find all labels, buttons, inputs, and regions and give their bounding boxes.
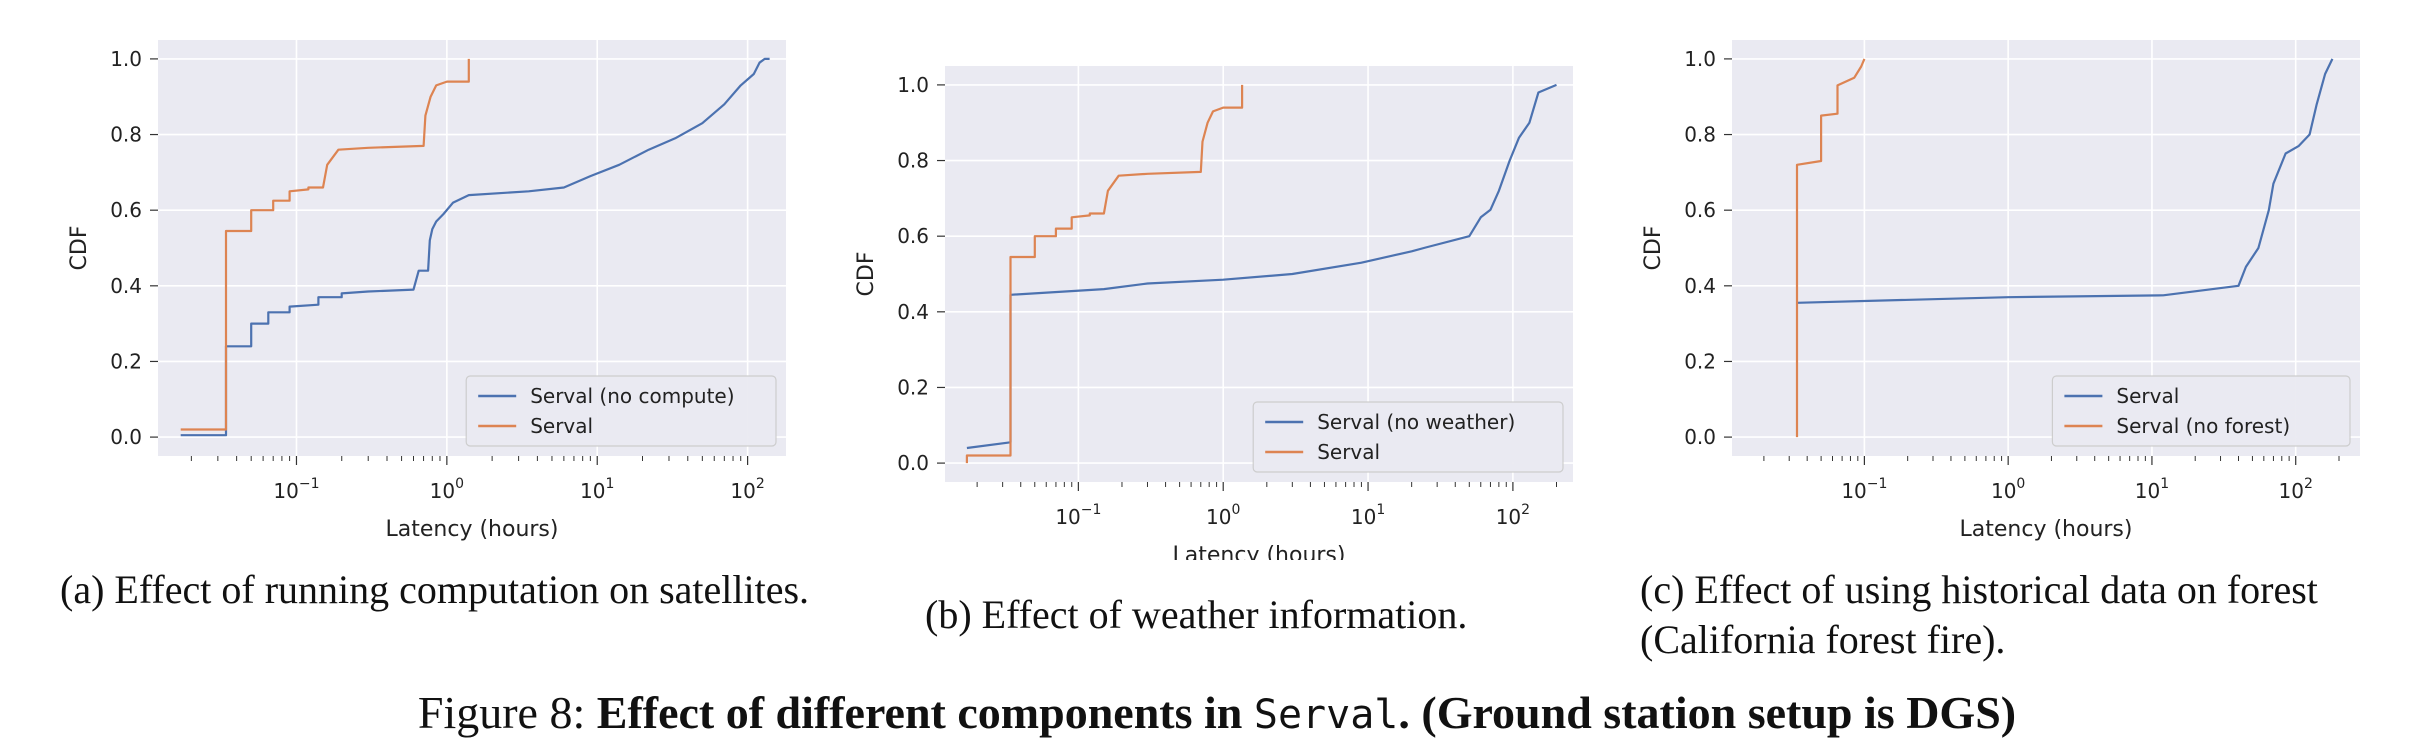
figure-caption: Figure 8: Effect of different components… bbox=[0, 686, 2434, 739]
y-tick-label: 0.2 bbox=[110, 349, 142, 373]
y-tick-label: 0.0 bbox=[110, 425, 142, 449]
legend-entry: Serval bbox=[2116, 384, 2179, 408]
x-tick-label: 100 bbox=[1206, 502, 1240, 529]
x-tick-label: 102 bbox=[2279, 476, 2313, 503]
x-tick-label: 101 bbox=[1351, 502, 1385, 529]
chart-a: 0.0 0.2 0.4 0.6 0.8 1.0 10−1 100 101 102 Latency (… bbox=[67, 40, 786, 542]
x-tick-label: 101 bbox=[2135, 476, 2169, 503]
legend-entry: Serval (no compute) bbox=[530, 384, 734, 408]
figure-title-post: . (Ground station setup is DGS) bbox=[1398, 687, 2017, 738]
series-line-0 bbox=[966, 83, 1557, 450]
x-tick-label: 100 bbox=[430, 476, 464, 503]
figure-canvas: 0.0 0.2 0.4 0.6 0.8 1.0 10−1 100 101 102 Latency (… bbox=[67, 40, 2360, 560]
x-axis-label: Latency (hours) bbox=[386, 517, 559, 542]
y-tick-label: 0.0 bbox=[897, 451, 929, 475]
y-tick-label: 0.2 bbox=[1684, 349, 1716, 373]
y-tick-label: 0.8 bbox=[110, 123, 142, 147]
legend-box bbox=[465, 375, 777, 447]
y-tick-label: 0.6 bbox=[897, 224, 929, 248]
legend-entry: Serval (no weather) bbox=[1317, 410, 1515, 434]
y-tick-label: 0.6 bbox=[110, 198, 142, 222]
legend-box bbox=[2051, 375, 2351, 447]
figure-label: Figure 8: bbox=[417, 687, 586, 738]
x-tick-label: 102 bbox=[730, 476, 764, 503]
x-tick-label: 10−1 bbox=[273, 476, 319, 503]
y-tick-label: 0.8 bbox=[1684, 123, 1716, 147]
subcaption-c: (c) Effect of using historical data on f… bbox=[1640, 567, 2318, 662]
y-tick-label: 0.6 bbox=[1684, 198, 1716, 222]
legend: Serval Serval (no forest) bbox=[2051, 375, 2351, 447]
series-line-1 bbox=[1795, 58, 1866, 438]
y-tick-label: 0.0 bbox=[1684, 425, 1716, 449]
y-axis-label: CDF bbox=[67, 226, 92, 271]
legend-entry: Serval bbox=[530, 414, 593, 438]
subcaption-b: (b) Effect of weather information. bbox=[925, 592, 1468, 637]
series-line-1 bbox=[965, 84, 1244, 464]
y-tick-label: 1.0 bbox=[1684, 47, 1716, 71]
series-line-1 bbox=[180, 58, 470, 431]
y-tick-label: 0.4 bbox=[897, 300, 929, 324]
x-tick-label: 10−1 bbox=[1055, 502, 1101, 529]
chart-c: 0.0 0.2 0.4 0.6 0.8 1.0 10−1 100 101 102 Latency (… bbox=[1641, 40, 2360, 542]
figure-title-code: Serval bbox=[1253, 692, 1399, 738]
y-axis-label: CDF bbox=[1641, 226, 1666, 271]
legend: Serval (no compute) Serval bbox=[465, 375, 777, 447]
legend-box bbox=[1252, 401, 1564, 473]
x-axis-label: Latency (hours) bbox=[1173, 543, 1346, 560]
x-tick-label: 10−1 bbox=[1841, 476, 1887, 503]
legend-entry: Serval bbox=[1317, 440, 1380, 464]
y-tick-label: 0.8 bbox=[897, 149, 929, 173]
legend: Serval (no weather) Serval bbox=[1252, 401, 1564, 473]
x-tick-label: 100 bbox=[1991, 476, 2025, 503]
y-tick-label: 0.4 bbox=[110, 274, 142, 298]
y-tick-label: 0.4 bbox=[1684, 274, 1716, 298]
x-axis-label: Latency (hours) bbox=[1960, 517, 2133, 542]
figure-title-pre: Effect of different components in bbox=[596, 687, 1243, 738]
legend-entry: Serval (no forest) bbox=[2116, 414, 2290, 438]
y-tick-label: 1.0 bbox=[110, 47, 142, 71]
x-tick-label: 102 bbox=[1496, 502, 1530, 529]
y-tick-label: 0.2 bbox=[897, 375, 929, 399]
y-tick-label: 1.0 bbox=[897, 73, 929, 97]
subcaption-a: (a) Effect of running computation on sat… bbox=[60, 567, 810, 612]
x-tick-label: 101 bbox=[580, 476, 614, 503]
chart-b: 0.0 0.2 0.4 0.6 0.8 1.0 10−1 100 101 102 Latency (… bbox=[854, 66, 1573, 560]
series-line-0 bbox=[180, 57, 770, 437]
y-axis-label: CDF bbox=[854, 252, 879, 297]
series-line-0 bbox=[1796, 58, 2334, 304]
